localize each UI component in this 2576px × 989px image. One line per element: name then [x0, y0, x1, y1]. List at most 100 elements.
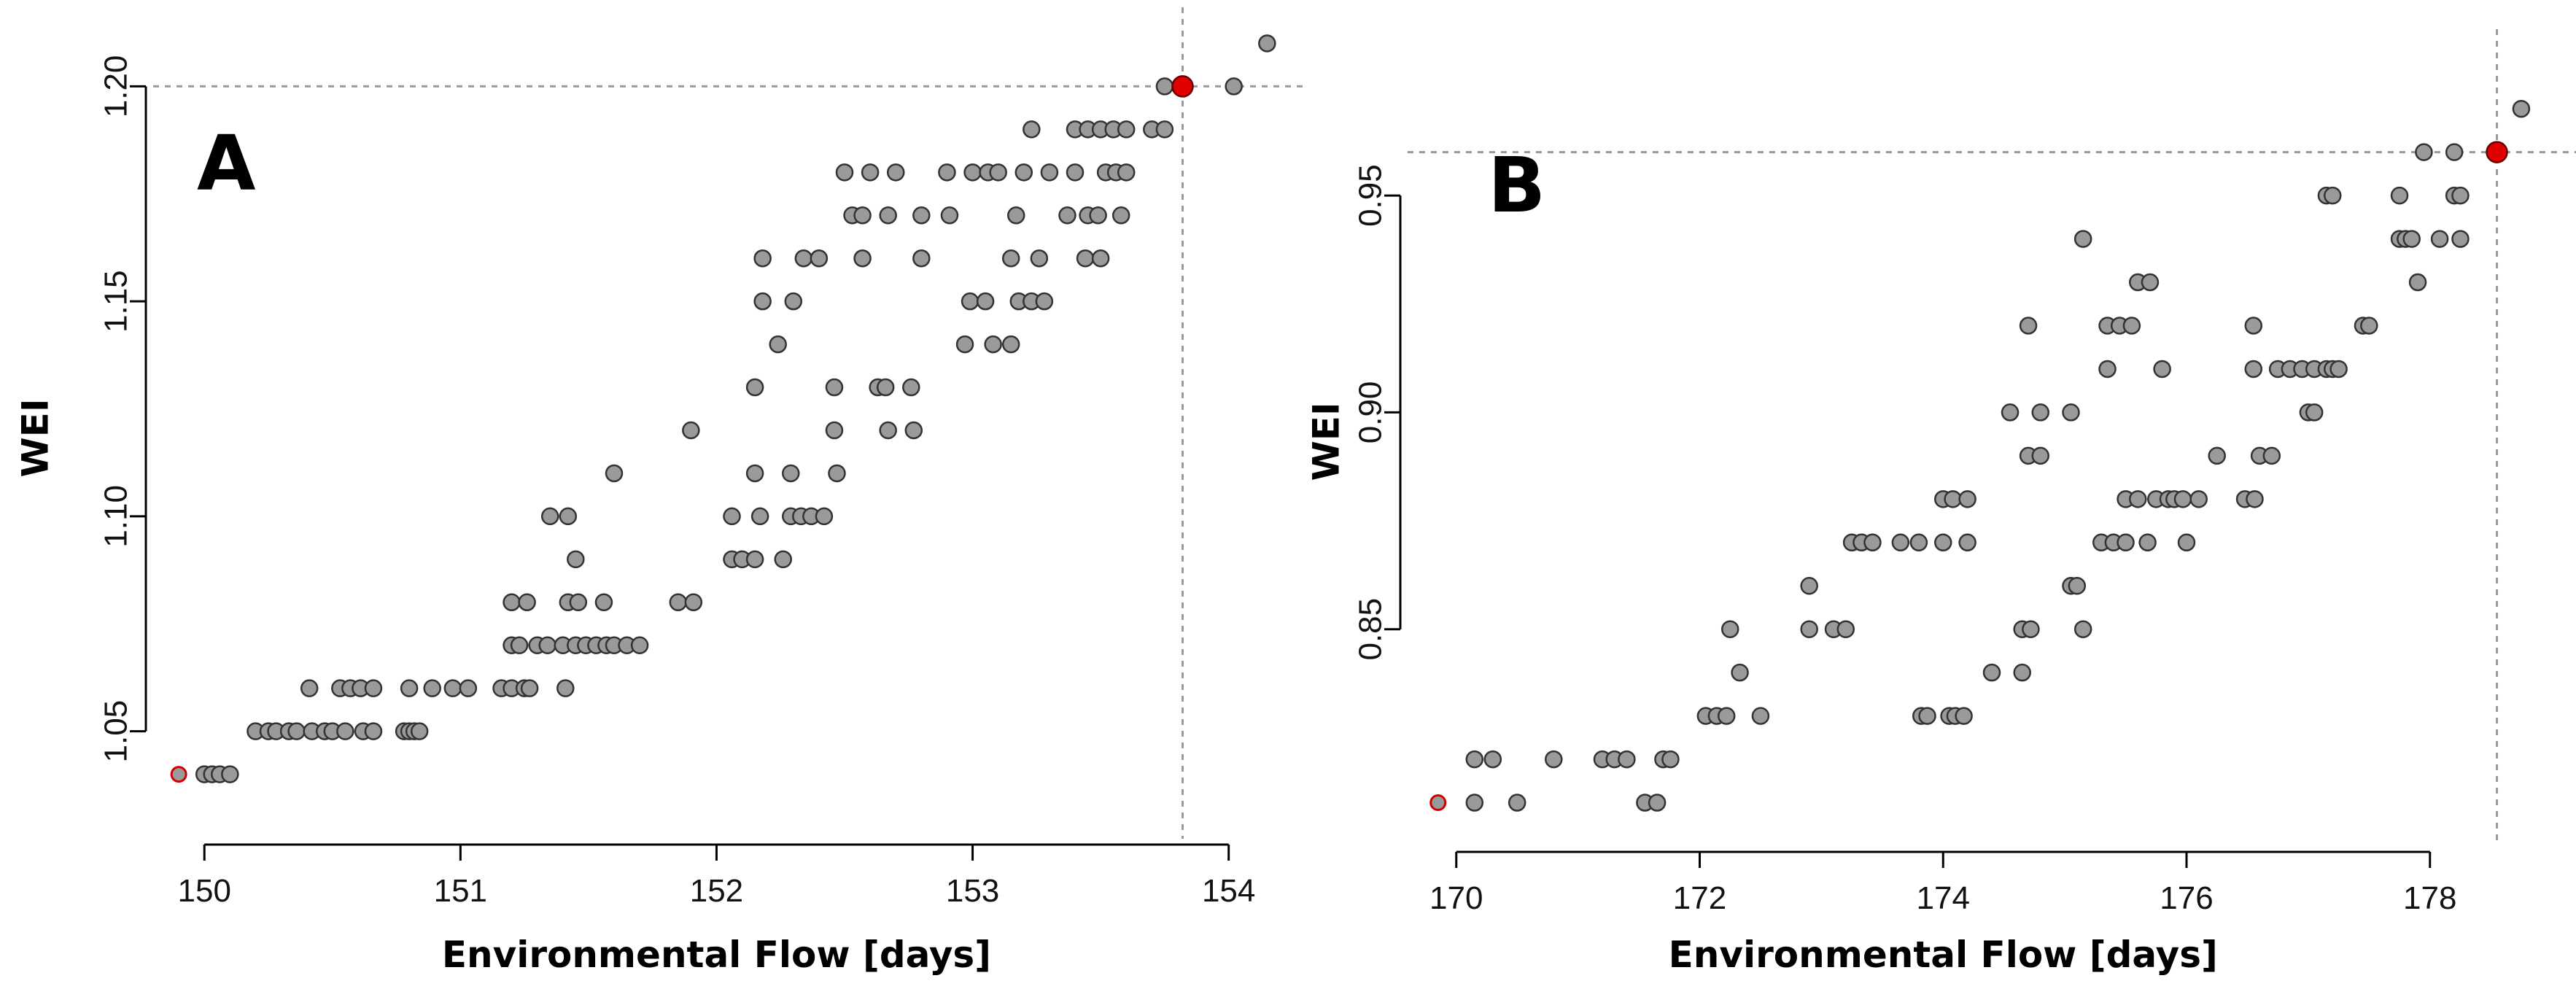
data-point	[940, 206, 959, 225]
data-point	[753, 292, 772, 311]
data-point	[1918, 707, 1936, 725]
y-axis-title: WEI	[15, 399, 57, 478]
data-point	[825, 421, 844, 440]
data-point	[976, 292, 995, 311]
scatter-plot-a: 150 151 152 153 154 1.05 1.10 1.15 1.20 Environme…	[15, 7, 1306, 976]
data-point	[2031, 403, 2049, 422]
data-point	[2022, 620, 2040, 638]
data-point	[1982, 663, 2001, 682]
data-point	[1258, 34, 1276, 53]
y-tick-label: 0.90	[1352, 381, 1388, 444]
data-point	[1618, 750, 1636, 769]
data-point	[1001, 249, 1020, 268]
data-point	[2073, 230, 2092, 248]
data-point	[400, 679, 419, 697]
data-point	[2129, 490, 2147, 508]
data-point	[1863, 533, 1882, 552]
data-point	[567, 550, 585, 569]
data-point	[2073, 620, 2092, 638]
data-point	[912, 249, 931, 268]
y-axis-title: WEI	[1306, 402, 1348, 481]
x-tick-label: 152	[690, 873, 743, 909]
max-point-marker	[2486, 141, 2508, 163]
data-point	[2390, 186, 2409, 205]
data-point	[2013, 663, 2031, 682]
data-point	[336, 722, 354, 740]
data-point	[540, 507, 559, 526]
data-point	[559, 507, 578, 526]
data-point	[364, 679, 383, 697]
x-tick-label: 176	[2160, 880, 2213, 916]
data-point	[2512, 99, 2531, 118]
data-point	[1891, 533, 1910, 552]
data-point	[769, 335, 787, 354]
data-point	[2117, 533, 2135, 552]
data-point	[1958, 490, 1976, 508]
x-tick-label: 174	[1917, 880, 1970, 916]
data-point	[2173, 490, 2192, 508]
data-point	[1117, 120, 1136, 139]
data-point	[2445, 143, 2464, 161]
x-axis-title: Environmental Flow [days]	[1669, 934, 2218, 976]
data-point	[1720, 620, 1739, 638]
data-point	[2189, 490, 2208, 508]
data-point	[1155, 120, 1174, 139]
data-point	[1091, 249, 1110, 268]
x-tick-label: 178	[2403, 880, 2456, 916]
data-point	[2208, 446, 2226, 465]
data-point	[2244, 360, 2263, 379]
data-point	[2430, 230, 2449, 248]
data-point	[1731, 663, 1749, 682]
data-point	[630, 636, 649, 654]
data-point	[1066, 163, 1085, 182]
data-point	[886, 163, 905, 182]
data-point	[1955, 707, 1973, 725]
y-tick-label: 0.85	[1352, 598, 1388, 661]
data-point	[815, 507, 834, 526]
data-point	[2141, 273, 2160, 292]
data-point	[2062, 403, 2080, 422]
data-point	[879, 421, 897, 440]
data-point	[750, 507, 769, 526]
panel-label: B	[1488, 141, 1545, 230]
data-point	[503, 593, 521, 612]
data-point	[2138, 533, 2157, 552]
y-tick-label: 1.10	[98, 485, 133, 548]
data-point	[784, 292, 803, 311]
data-point	[1035, 292, 1054, 311]
data-point	[287, 722, 306, 740]
data-point	[510, 636, 529, 654]
data-point	[423, 679, 441, 697]
data-point	[853, 249, 872, 268]
data-point	[963, 163, 982, 182]
data-point	[825, 378, 844, 397]
data-point	[1001, 335, 1020, 354]
data-point	[594, 593, 613, 612]
data-point	[459, 679, 478, 697]
data-point	[1006, 206, 1025, 225]
data-point	[1800, 576, 1818, 595]
data-point	[1030, 249, 1049, 268]
data-point	[1023, 120, 1041, 139]
data-point	[569, 593, 588, 612]
y-tick-label: 1.20	[98, 55, 133, 118]
data-point	[1909, 533, 1928, 552]
data-point	[684, 593, 703, 612]
data-point	[2068, 576, 2087, 595]
data-point	[538, 636, 556, 654]
data-point	[669, 593, 688, 612]
data-point	[1076, 249, 1095, 268]
data-point	[1089, 206, 1107, 225]
data-point	[221, 765, 239, 783]
x-tick-label: 154	[1202, 873, 1255, 909]
x-axis-title: Environmental Flow [days]	[442, 934, 991, 976]
data-point	[753, 249, 772, 268]
data-point	[410, 722, 429, 740]
data-point	[443, 679, 462, 697]
x-tick-label: 153	[946, 873, 999, 909]
data-point	[1661, 750, 1680, 769]
data-point	[520, 679, 539, 697]
data-point	[2329, 360, 2348, 379]
data-point	[1958, 533, 1976, 552]
data-point	[2246, 490, 2264, 508]
